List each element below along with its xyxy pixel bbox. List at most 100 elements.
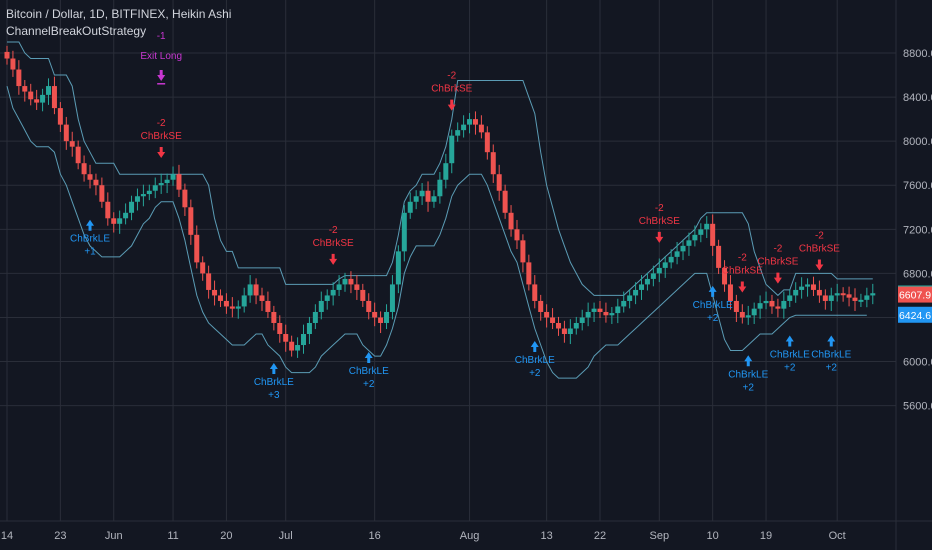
x-tick-label: Jun [105,530,123,542]
long-entry-arrow-icon [744,355,753,367]
long-entry-label: ChBrkLE [811,349,851,360]
long-entry-qty: +2 [707,313,719,324]
candle-body [354,284,360,290]
candle-body [395,251,401,285]
candle-body [834,293,840,296]
short-entry-qty: -2 [815,230,824,241]
candle-body [751,308,757,316]
candle-body [775,306,781,309]
long-entry-arrow-icon [86,219,95,231]
short-entry-arrow-icon [157,147,166,159]
candle-body [158,183,164,186]
candle-body [431,196,437,202]
candle-body [217,295,223,301]
symbol-title[interactable]: Bitcoin / Dollar, 1D, BITFINEX, Heikin A… [6,7,232,21]
channel-upper-line [7,41,873,297]
candle-body [674,251,680,257]
long-entry-label: ChBrkLE [515,355,555,366]
candle-body [51,86,57,109]
short-entry-arrow-icon [655,231,664,243]
candle-body [57,108,63,125]
candle-body [253,284,259,296]
short-entry-label: ChBrkSE [722,265,763,276]
candle-body [389,284,395,312]
candle-body [805,284,811,287]
candle-body [413,196,419,202]
chart-legend: Bitcoin / Dollar, 1D, BITFINEX, Heikin A… [6,6,231,40]
grid-lines [0,0,896,521]
candle-body [140,194,146,197]
long-entry-qty: +2 [826,362,838,373]
y-tick-label: 8400.0 [903,92,932,104]
y-tick-label: 8800.0 [903,48,932,60]
candle-body [508,212,514,230]
short-entry-qty: -2 [157,118,166,129]
candle-body [4,51,10,59]
candle-body [656,267,662,274]
candle-body [330,289,336,296]
candle-body [152,185,158,191]
candle-body [206,273,212,290]
candle-body [46,86,52,95]
candle-body [277,322,283,335]
long-entry-qty: +2 [784,362,796,373]
candle-body [727,284,733,301]
x-tick-label: 13 [541,530,553,542]
long-entry-label: ChBrkLE [770,349,810,360]
candle-body [407,201,413,213]
long-entry-arrow-icon [530,340,539,352]
candle-body [639,284,645,290]
candle-body [603,311,609,316]
candle-body [336,284,342,290]
candle-body [449,135,455,164]
candle-body [680,245,686,252]
candle-body [223,300,229,307]
x-tick-label: 10 [707,530,719,542]
candle-body [763,300,769,304]
candle-body [757,303,763,309]
time-axis[interactable]: 14 23 Jun 11 20 Jul 16 Aug 13 22 Sep 10 19 Oct [1,530,846,542]
candle-body [526,262,532,285]
long-entry-arrow-icon [364,351,373,363]
candle-body [585,311,591,318]
candle-body [633,289,639,296]
long-entry-label: ChBrkLE [693,300,733,311]
candle-body [87,174,93,180]
candle-body [318,300,324,312]
candle-body [69,141,75,147]
candle-body [259,295,265,301]
candle-body [99,185,105,202]
x-tick-label: 16 [369,530,381,542]
long-entry-arrow-icon [708,285,717,297]
candle-body [810,284,816,290]
candle-body [34,99,40,103]
candle-body [283,334,289,342]
candle-body [455,130,461,136]
exit-qty: -1 [157,31,166,42]
long-entry-label: ChBrkLE [254,377,294,388]
long-entry-qty: +3 [268,390,280,401]
strategy-label[interactable]: ChannelBreakOutStrategy [6,24,147,38]
candle-body [710,223,716,246]
long-entry-qty: +1 [84,247,96,258]
candle-body [745,315,751,318]
candle-body [573,322,579,329]
candle-body [129,201,135,213]
candle-body [550,317,556,323]
signal-annotations: ChBrkLE +1 -2 ChBrkSE -1 Exit Long ChBrkLE +3 -2… [70,31,852,401]
candle-body [858,299,864,302]
candle-body [591,308,597,312]
candle-body [295,345,301,351]
candle-body [366,300,372,312]
candle-body [514,229,520,241]
candle-body [627,295,633,301]
price-axis[interactable]: 8800.08400.08000.07600.07200.06800.06400… [898,48,932,413]
long-entry-qty: +2 [363,379,375,390]
short-entry-label: ChBrkSE [757,257,798,268]
candle-body [265,300,271,312]
candle-body [229,306,235,309]
candle-body [419,190,425,197]
candle-body [538,300,544,312]
candle-body [597,308,603,312]
